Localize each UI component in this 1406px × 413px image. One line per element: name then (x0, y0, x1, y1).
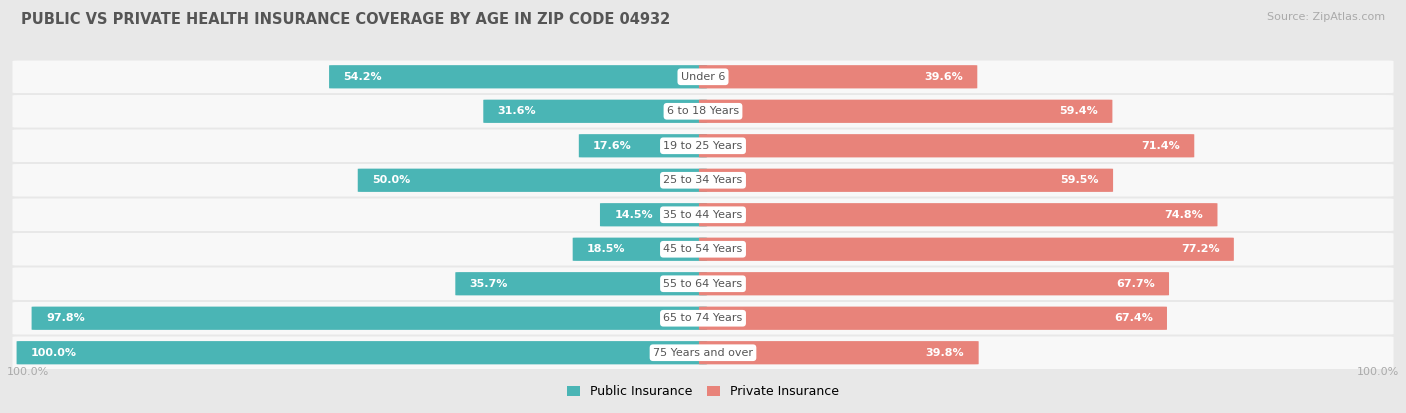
Text: 100.0%: 100.0% (1357, 367, 1399, 377)
Text: PUBLIC VS PRIVATE HEALTH INSURANCE COVERAGE BY AGE IN ZIP CODE 04932: PUBLIC VS PRIVATE HEALTH INSURANCE COVER… (21, 12, 671, 27)
Text: 75 Years and over: 75 Years and over (652, 348, 754, 358)
FancyBboxPatch shape (579, 134, 707, 157)
Text: 55 to 64 Years: 55 to 64 Years (664, 279, 742, 289)
Text: Under 6: Under 6 (681, 72, 725, 82)
Text: 67.7%: 67.7% (1116, 279, 1154, 289)
FancyBboxPatch shape (699, 272, 1168, 295)
Text: 25 to 34 Years: 25 to 34 Years (664, 175, 742, 185)
Text: 59.4%: 59.4% (1059, 106, 1098, 116)
Text: 59.5%: 59.5% (1060, 175, 1098, 185)
Text: 50.0%: 50.0% (373, 175, 411, 185)
Text: 19 to 25 Years: 19 to 25 Years (664, 141, 742, 151)
FancyBboxPatch shape (13, 95, 1393, 128)
Text: 74.8%: 74.8% (1164, 210, 1204, 220)
FancyBboxPatch shape (699, 100, 1112, 123)
FancyBboxPatch shape (699, 134, 1194, 157)
Text: 14.5%: 14.5% (614, 210, 652, 220)
FancyBboxPatch shape (13, 268, 1393, 300)
FancyBboxPatch shape (699, 169, 1114, 192)
FancyBboxPatch shape (13, 130, 1393, 162)
Text: 39.8%: 39.8% (925, 348, 965, 358)
FancyBboxPatch shape (329, 65, 707, 88)
FancyBboxPatch shape (13, 337, 1393, 369)
FancyBboxPatch shape (484, 100, 707, 123)
Text: 77.2%: 77.2% (1181, 244, 1219, 254)
FancyBboxPatch shape (699, 65, 977, 88)
Text: 97.8%: 97.8% (46, 313, 84, 323)
FancyBboxPatch shape (572, 237, 707, 261)
Text: 100.0%: 100.0% (31, 348, 77, 358)
Text: 31.6%: 31.6% (498, 106, 536, 116)
Text: 6 to 18 Years: 6 to 18 Years (666, 106, 740, 116)
FancyBboxPatch shape (699, 203, 1218, 226)
Text: 35 to 44 Years: 35 to 44 Years (664, 210, 742, 220)
Text: 35.7%: 35.7% (470, 279, 508, 289)
FancyBboxPatch shape (357, 169, 707, 192)
Text: 71.4%: 71.4% (1142, 141, 1180, 151)
FancyBboxPatch shape (13, 164, 1393, 197)
FancyBboxPatch shape (13, 233, 1393, 266)
Text: 18.5%: 18.5% (588, 244, 626, 254)
Text: 39.6%: 39.6% (924, 72, 963, 82)
Text: 54.2%: 54.2% (343, 72, 382, 82)
Text: 67.4%: 67.4% (1114, 313, 1153, 323)
FancyBboxPatch shape (13, 302, 1393, 335)
FancyBboxPatch shape (699, 306, 1167, 330)
FancyBboxPatch shape (456, 272, 707, 295)
Text: Source: ZipAtlas.com: Source: ZipAtlas.com (1267, 12, 1385, 22)
FancyBboxPatch shape (13, 61, 1393, 93)
Text: 45 to 54 Years: 45 to 54 Years (664, 244, 742, 254)
Text: 17.6%: 17.6% (593, 141, 631, 151)
FancyBboxPatch shape (600, 203, 707, 226)
FancyBboxPatch shape (13, 199, 1393, 231)
FancyBboxPatch shape (699, 237, 1234, 261)
Legend: Public Insurance, Private Insurance: Public Insurance, Private Insurance (562, 380, 844, 403)
Text: 65 to 74 Years: 65 to 74 Years (664, 313, 742, 323)
FancyBboxPatch shape (31, 306, 707, 330)
FancyBboxPatch shape (699, 341, 979, 364)
FancyBboxPatch shape (17, 341, 707, 364)
Text: 100.0%: 100.0% (7, 367, 49, 377)
